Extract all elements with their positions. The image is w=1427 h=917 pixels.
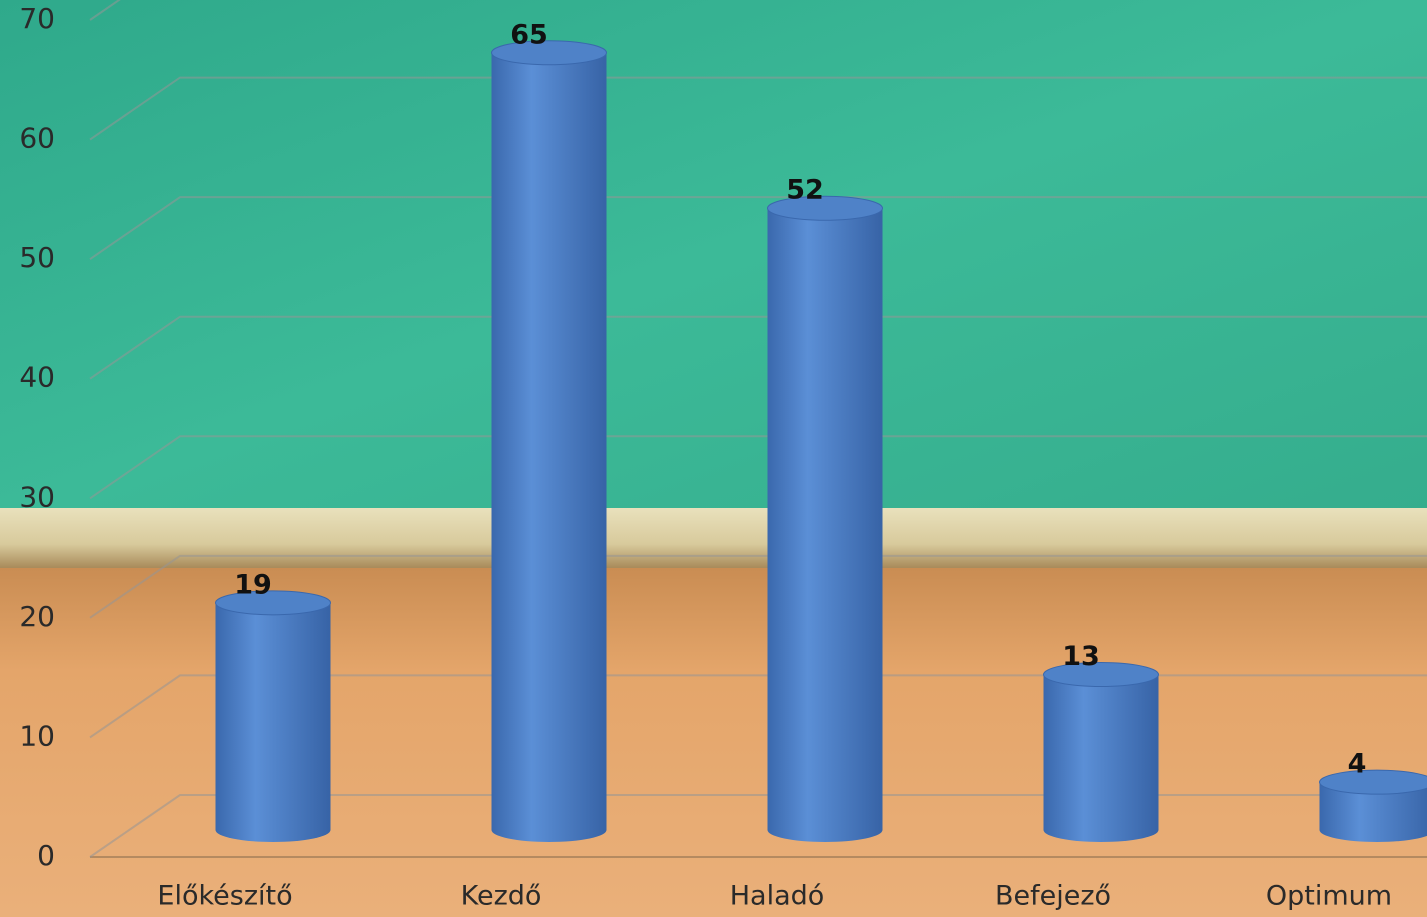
y-tick-label: 0 (37, 839, 55, 872)
y-tick-label: 50 (19, 241, 55, 274)
grid-line (89, 554, 1427, 619)
floor (0, 565, 1427, 917)
value-label: 13 (1062, 641, 1100, 672)
cylinder (767, 208, 883, 843)
cylinder (215, 602, 331, 842)
grid-line (89, 435, 1427, 500)
value-label: 65 (510, 19, 548, 50)
y-tick-label: 30 (19, 480, 55, 513)
cylinder-top (215, 590, 331, 616)
value-label: 4 (1348, 749, 1367, 780)
y-tick-label: 10 (19, 719, 55, 752)
value-label: 52 (786, 175, 824, 206)
x-tick-label: Haladó (730, 881, 825, 912)
y-tick-label: 40 (19, 361, 55, 394)
cylinder (1319, 782, 1427, 842)
grid-line (89, 76, 1427, 141)
cylinder-top (1043, 662, 1159, 688)
cylinder-top (1319, 769, 1427, 795)
x-tick-label: Befejező (995, 881, 1111, 912)
x-tick-label: Optimum (1266, 881, 1392, 912)
grid-line (89, 794, 1427, 858)
grid-line (89, 674, 1427, 739)
y-tick-label: 20 (19, 600, 55, 633)
ledge (0, 508, 1427, 568)
y-tick-label: 60 (19, 122, 55, 155)
chalkboard (0, 0, 1427, 515)
y-tick-label: 70 (19, 2, 55, 35)
cylinder-top (491, 40, 607, 66)
cylinder (491, 52, 607, 843)
grid-line (89, 196, 1427, 260)
value-label: 19 (234, 569, 272, 600)
grid-line (89, 315, 1427, 380)
x-tick-label: Kezdő (461, 881, 542, 912)
cylinder (1043, 674, 1159, 843)
x-tick-label: Előkészítő (157, 881, 292, 912)
cylinder-top (767, 195, 883, 221)
